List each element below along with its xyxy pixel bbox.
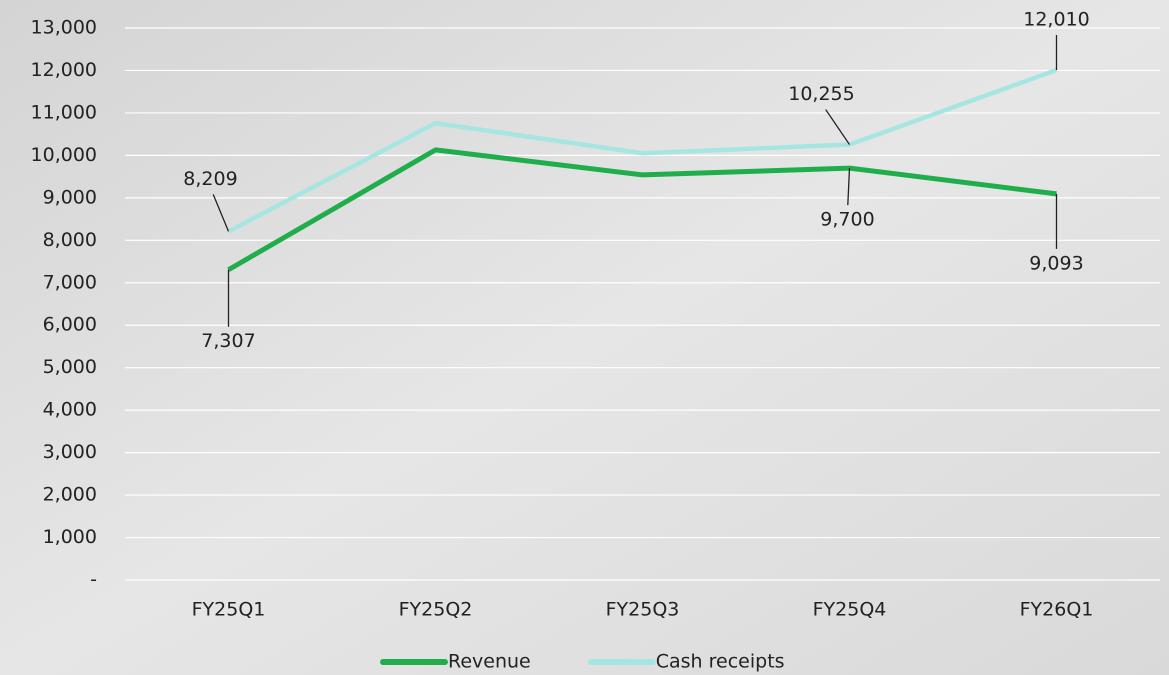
y-tick-label: 11,000 — [31, 101, 97, 123]
y-tick-label: 9,000 — [43, 186, 97, 208]
plot — [212, 35, 1058, 327]
data-label: 9,700 — [820, 209, 874, 231]
y-tick-label: 1,000 — [43, 526, 97, 548]
y-tick-label: 3,000 — [43, 441, 97, 463]
y-tick-label: 13,000 — [31, 17, 97, 39]
x-tick-label: FY25Q1 — [192, 599, 266, 621]
grid — [125, 27, 1160, 581]
x-tick-label: FY25Q3 — [606, 599, 680, 621]
y-tick-label: 10,000 — [31, 144, 97, 166]
y-tick-label: - — [90, 569, 97, 591]
x-tick-label: FY25Q2 — [399, 599, 473, 621]
legend-label: Revenue — [448, 651, 531, 673]
y-tick-label: 5,000 — [43, 356, 97, 378]
y-tick-label: 8,000 — [43, 229, 97, 251]
line-series — [227, 147, 1057, 272]
leader-line — [212, 194, 230, 232]
data-label: 10,255 — [788, 83, 854, 105]
y-tick-label: 12,000 — [31, 59, 97, 81]
x-tick-label: FY26Q1 — [1020, 599, 1094, 621]
y-tick-label: 6,000 — [43, 314, 97, 336]
data-label: 12,010 — [1023, 9, 1089, 31]
data-label: 9,093 — [1029, 252, 1083, 274]
data-label: 8,209 — [183, 168, 237, 190]
leader-line — [847, 168, 851, 206]
y-tick-label: 7,000 — [43, 271, 97, 293]
data-label: 7,307 — [201, 330, 255, 352]
x-tick-label: FY25Q4 — [813, 599, 887, 621]
line-series — [227, 67, 1058, 234]
y-tick-label: 2,000 — [43, 484, 97, 506]
y-tick-label: 4,000 — [43, 399, 97, 421]
legend-label: Cash receipts — [656, 651, 785, 673]
leader-line — [825, 109, 851, 145]
